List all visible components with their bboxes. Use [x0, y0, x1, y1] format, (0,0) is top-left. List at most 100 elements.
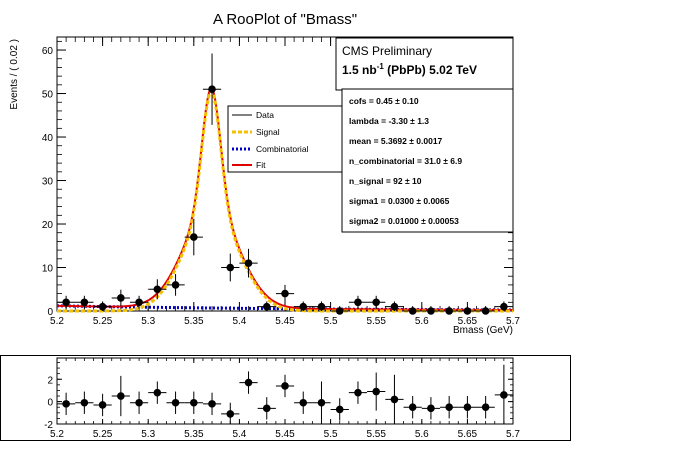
data-point — [208, 400, 216, 408]
data-point — [244, 259, 253, 267]
y-tick-label: 30 — [42, 177, 54, 188]
x-tick-label: 5.6 — [415, 429, 429, 440]
y-tick-label: 2 — [47, 375, 53, 386]
data-point — [80, 398, 89, 407]
data-point — [427, 307, 435, 315]
data-point — [500, 391, 508, 399]
data-point — [390, 302, 399, 311]
pull-plot: 5.2 5.25 5.3 5.35 5.4 5.45 5.5 5.55 5.6 5.65 5.7 -2… — [0, 355, 571, 441]
x-tick-label: 5.35 — [184, 316, 204, 327]
data-point — [299, 302, 308, 311]
data-point — [445, 403, 453, 412]
data-point — [445, 307, 453, 315]
y-tick-label: 20 — [42, 220, 54, 231]
data-point — [372, 387, 381, 396]
data-point — [244, 378, 253, 387]
cms-label: CMS Preliminary — [342, 44, 432, 58]
x-tick-label: 5.35 — [184, 429, 204, 440]
data-point — [408, 307, 417, 315]
data-point — [98, 401, 107, 409]
x-tick-label: 5.45 — [275, 429, 295, 440]
data-point — [335, 307, 344, 315]
data-point — [190, 398, 198, 407]
x-tick-label: 5.25 — [93, 316, 113, 327]
param-mean: mean = 5.3692 ± 0.0017 — [349, 136, 443, 146]
y-tick-label: -2 — [44, 420, 53, 431]
data-point — [117, 294, 125, 302]
x-tick-label: 5.7 — [506, 429, 520, 440]
param-lambda: lambda = -3.30 ± 1.3 — [349, 116, 429, 126]
data-point — [354, 388, 362, 397]
x-tick-label: 5.3 — [141, 429, 155, 440]
fit-parameters-box: cofs = 0.45 ± 0.10 lambda = -3.30 ± 1.3 … — [341, 88, 514, 233]
y-axis-label: Events / ( 0.02 ) — [9, 39, 20, 110]
main-plot: A RooPlot of "Bmass" Events / ( 0.02 ) B… — [9, 11, 520, 336]
data-point — [500, 302, 508, 311]
data-point — [98, 302, 107, 311]
x-tick-label: 5.45 — [275, 316, 295, 327]
x-tick-label: 5.55 — [366, 316, 386, 327]
x-tick-label: 5.4 — [232, 429, 246, 440]
y-tick-label: 0 — [47, 307, 53, 318]
data-point — [117, 392, 125, 400]
data-point — [171, 281, 180, 289]
x-tick-label: 5.65 — [458, 316, 478, 327]
data-point — [80, 298, 89, 307]
data-point — [317, 302, 326, 311]
param-n-combinatorial: n_combinatorial = 31.0 ± 6.9 — [349, 156, 462, 166]
data-point — [335, 405, 344, 414]
data-point — [62, 298, 70, 307]
legend-label-fit: Fit — [256, 160, 266, 170]
x-tick-label: 5.3 — [141, 316, 155, 327]
data-point — [135, 398, 143, 407]
data-point — [262, 302, 271, 311]
data-point — [427, 404, 435, 413]
data-point — [208, 85, 216, 93]
param-sigma1: sigma1 = 0.0300 ± 0.0065 — [349, 196, 450, 206]
pull-axes: 5.2 5.25 5.3 5.35 5.4 5.45 5.5 5.55 5.6 5.65 5.7 -2… — [44, 357, 520, 440]
data-points — [57, 53, 513, 315]
x-tick-label: 5.25 — [93, 429, 113, 440]
data-point — [262, 404, 271, 413]
data-point — [62, 400, 70, 408]
x-tick-label: 5.65 — [458, 429, 478, 440]
data-point — [481, 403, 490, 412]
cms-label-box: CMS Preliminary 1.5 nb-1 (PbPb) 5.02 TeV — [335, 37, 514, 91]
pull-points — [57, 364, 513, 424]
data-point — [463, 403, 472, 412]
data-point — [408, 403, 417, 412]
data-point — [226, 410, 235, 418]
x-tick-label: 5.7 — [506, 316, 520, 327]
param-n-signal: n_signal = 92 ± 10 — [349, 176, 422, 186]
param-cofs: cofs = 0.45 ± 0.10 — [349, 96, 419, 106]
x-tick-label: 5.4 — [232, 316, 246, 327]
data-point — [317, 398, 326, 407]
legend-label-combinatorial: Combinatorial — [256, 144, 309, 154]
data-point — [171, 398, 180, 407]
x-tick-label: 5.5 — [324, 429, 338, 440]
legend-label-data: Data — [256, 110, 274, 120]
y-tick-label: 50 — [42, 90, 54, 101]
data-point — [281, 289, 289, 298]
data-point — [281, 382, 289, 390]
legend-label-signal: Signal — [256, 127, 280, 137]
pull-pad-frame — [0, 355, 571, 441]
luminosity-label: 1.5 nb-1 (PbPb) 5.02 TeV — [342, 62, 477, 77]
legend: Data Signal Combinatorial Fit — [227, 105, 343, 173]
data-point — [299, 398, 308, 407]
data-point — [226, 263, 235, 272]
param-sigma2: sigma2 = 0.01000 ± 0.00053 — [349, 216, 459, 226]
data-point — [190, 233, 198, 241]
data-point — [354, 298, 362, 307]
x-axis-label: Bmass (GeV) — [453, 325, 513, 336]
x-tick-label: 5.2 — [50, 429, 64, 440]
data-point — [390, 395, 399, 404]
y-tick-label: 0 — [47, 398, 53, 409]
chart-title: A RooPlot of "Bmass" — [213, 11, 357, 28]
y-tick-label: 40 — [42, 133, 54, 144]
y-tick-label: 60 — [42, 46, 54, 57]
data-point — [463, 307, 472, 315]
data-point — [372, 298, 381, 307]
x-tick-label: 5.5 — [324, 316, 338, 327]
